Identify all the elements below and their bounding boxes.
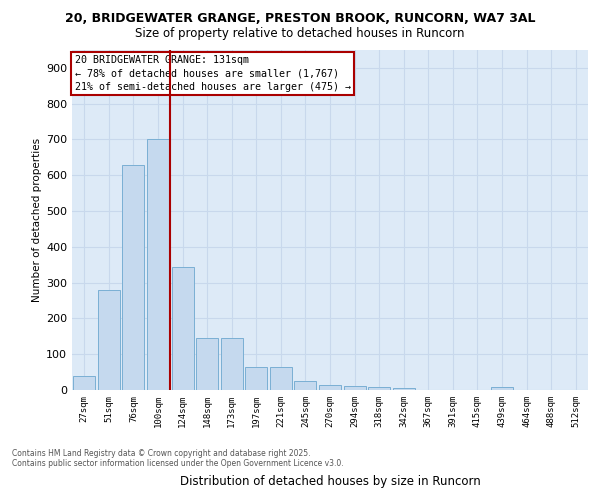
Text: Distribution of detached houses by size in Runcorn: Distribution of detached houses by size …: [179, 474, 481, 488]
Bar: [147, 140, 169, 390]
Bar: [245, 366, 268, 390]
Text: Contains public sector information licensed under the Open Government Licence v3: Contains public sector information licen…: [12, 458, 344, 468]
Bar: [319, 384, 341, 390]
Bar: [221, 338, 243, 390]
Bar: [368, 387, 390, 390]
Bar: [98, 290, 120, 390]
Y-axis label: Number of detached properties: Number of detached properties: [32, 138, 42, 302]
Bar: [392, 388, 415, 390]
Bar: [491, 387, 513, 390]
Bar: [270, 366, 292, 390]
Bar: [122, 164, 145, 390]
Bar: [196, 338, 218, 390]
Text: Size of property relative to detached houses in Runcorn: Size of property relative to detached ho…: [135, 28, 465, 40]
Bar: [295, 381, 316, 390]
Bar: [172, 266, 194, 390]
Text: 20, BRIDGEWATER GRANGE, PRESTON BROOK, RUNCORN, WA7 3AL: 20, BRIDGEWATER GRANGE, PRESTON BROOK, R…: [65, 12, 535, 26]
Text: Contains HM Land Registry data © Crown copyright and database right 2025.: Contains HM Land Registry data © Crown c…: [12, 448, 311, 458]
Bar: [73, 376, 95, 390]
Bar: [344, 386, 365, 390]
Text: 20 BRIDGEWATER GRANGE: 131sqm
← 78% of detached houses are smaller (1,767)
21% o: 20 BRIDGEWATER GRANGE: 131sqm ← 78% of d…: [74, 55, 350, 92]
